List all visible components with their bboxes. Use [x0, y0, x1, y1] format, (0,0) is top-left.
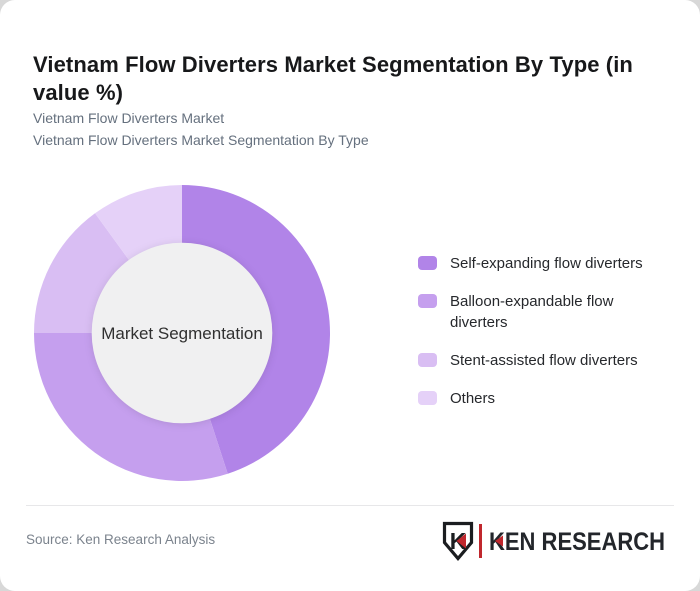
legend-swatch-icon: [418, 256, 437, 270]
chart-subtitle-line2: Vietnam Flow Diverters Market Segmentati…: [33, 132, 369, 148]
ken-research-logo: K KEN RESEARCH: [442, 521, 665, 561]
chart-legend: Self-expanding flow diverters Balloon-exp…: [418, 253, 658, 409]
shield-red-triangle-icon: [456, 533, 466, 549]
donut-hole: [91, 242, 273, 424]
legend-item-1[interactable]: Self-expanding flow diverters: [418, 253, 658, 274]
chart-subtitles: Vietnam Flow Diverters Market Vietnam Fl…: [33, 107, 653, 151]
legend-label: Balloon-expandable flow diverters: [450, 293, 614, 331]
legend-label: Others: [450, 390, 496, 407]
chart-title: Vietnam Flow Diverters Market Segmentati…: [33, 51, 633, 105]
legend-item-2[interactable]: Balloon-expandable flow diverters: [418, 291, 658, 333]
legend-item-4[interactable]: Others: [418, 388, 658, 409]
donut-chart: Market Segmentation: [34, 185, 331, 482]
donut-center-label: Market Segmentation: [101, 324, 263, 343]
legend-swatch-icon: [418, 353, 437, 367]
logo-separator-bar: [479, 524, 482, 558]
logo-wordmark: KEN RESEARCH: [489, 528, 665, 556]
source-text: Source: Ken Research Analysis: [26, 532, 216, 547]
wordmark-k-triangle-icon: [495, 535, 503, 547]
footer-divider: [26, 505, 674, 506]
legend-swatch-icon: [418, 391, 437, 405]
chart-subtitle-line1: Vietnam Flow Diverters Market: [33, 110, 225, 126]
legend-label: Stent-assisted flow diverters: [450, 352, 638, 369]
ken-research-shield-icon: K: [442, 521, 474, 561]
legend-item-3[interactable]: Stent-assisted flow diverters: [418, 350, 658, 371]
legend-swatch-icon: [418, 294, 437, 308]
legend-label: Self-expanding flow diverters: [450, 255, 643, 272]
